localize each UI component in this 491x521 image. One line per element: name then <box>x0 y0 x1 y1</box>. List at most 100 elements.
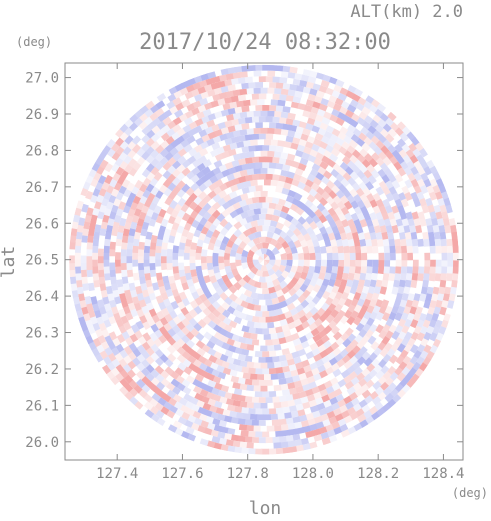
heatmap-cell <box>228 190 238 200</box>
heatmap-cell <box>331 285 340 294</box>
heatmap-cell <box>261 368 270 375</box>
heatmap-cell <box>338 259 345 267</box>
heatmap-cell <box>373 286 382 295</box>
heatmap-cell <box>195 252 202 260</box>
heatmap-cell <box>308 265 316 274</box>
heatmap-cell <box>273 344 282 351</box>
heatmap-cell <box>277 140 286 147</box>
heatmap-cell <box>263 414 271 421</box>
heatmap-cell <box>366 193 375 203</box>
heatmap-cell <box>387 128 398 138</box>
heatmap-cell <box>384 305 393 315</box>
heatmap-cell <box>226 205 236 214</box>
heatmap-cell <box>221 309 231 318</box>
heatmap-cell <box>221 150 231 159</box>
heatmap-cell <box>283 329 292 338</box>
heatmap-cell <box>148 218 157 227</box>
heatmap-cell <box>359 317 369 327</box>
heatmap-cell <box>199 438 209 447</box>
heatmap-cell <box>209 175 219 184</box>
heatmap-cell <box>333 279 342 288</box>
heatmap-cell <box>88 341 97 351</box>
heatmap-cell <box>86 262 93 271</box>
heatmap-cell <box>212 259 219 267</box>
heatmap-cell <box>260 167 268 174</box>
heatmap-cell <box>344 252 351 260</box>
heatmap-cell <box>305 351 315 360</box>
heatmap-cell <box>297 348 307 357</box>
heatmap-cell <box>315 338 325 348</box>
heatmap-cell <box>167 327 177 337</box>
heatmap-cell <box>223 324 233 333</box>
heatmap-cell <box>405 238 413 247</box>
heatmap-cell <box>405 211 414 221</box>
heatmap-cell <box>369 212 378 221</box>
heatmap-cell <box>261 391 270 398</box>
heatmap-cell <box>336 238 344 247</box>
heatmap-cell <box>216 431 226 439</box>
heatmap-cell <box>198 302 207 312</box>
heatmap-cell <box>192 410 202 419</box>
heatmap-cell <box>202 194 212 204</box>
heatmap-cell <box>211 201 221 211</box>
heatmap-cell <box>230 375 240 383</box>
heatmap-cell <box>328 76 339 85</box>
heatmap-cell <box>320 394 330 403</box>
heatmap-cell <box>439 279 447 289</box>
heatmap-cell <box>366 266 373 274</box>
heatmap-cell <box>207 89 217 97</box>
heatmap-cell <box>222 316 232 326</box>
heatmap-cell <box>394 173 404 183</box>
heatmap-cell <box>92 207 100 216</box>
x-tick-label: 127.8 <box>227 466 269 482</box>
heatmap-cell <box>432 286 440 296</box>
heatmap-cell <box>69 269 76 278</box>
heatmap-cell <box>354 266 362 275</box>
heatmap-cell <box>251 214 260 221</box>
heatmap-cell <box>128 282 136 291</box>
heatmap-cell <box>393 211 402 221</box>
heatmap-cell <box>278 378 287 385</box>
heatmap-cell <box>199 79 208 88</box>
heatmap-cell <box>432 325 441 336</box>
heatmap-cell <box>195 287 205 297</box>
heatmap-cell <box>92 272 99 281</box>
heatmap-cell <box>136 217 145 227</box>
x-tick-label: 128.4 <box>422 466 464 482</box>
heatmap-cell <box>196 162 207 172</box>
heatmap-cell <box>189 262 196 271</box>
heatmap-cell <box>223 252 231 260</box>
heatmap-cell <box>435 259 442 268</box>
heatmap-cell <box>226 113 235 122</box>
heatmap-cell <box>389 252 396 261</box>
heatmap-cell <box>418 313 427 322</box>
heatmap-cell <box>274 128 282 135</box>
heatmap-cell <box>99 227 107 237</box>
heatmap-cell <box>181 80 191 89</box>
heatmap-cell <box>274 111 282 118</box>
heatmap-cell <box>357 232 366 241</box>
heatmap-cell <box>266 362 275 369</box>
heatmap-cell <box>429 300 437 309</box>
heatmap-cell <box>305 123 315 131</box>
heatmap-cell <box>334 219 343 229</box>
heatmap-cell <box>265 196 273 203</box>
heatmap-cell <box>297 162 307 171</box>
heatmap-cell <box>162 235 170 244</box>
heatmap-cell <box>100 289 108 298</box>
heatmap-cell <box>102 214 110 223</box>
heatmap-cell <box>242 236 252 245</box>
heatmap-cell <box>144 238 152 247</box>
heatmap-cell <box>275 163 284 170</box>
heatmap-cell <box>159 316 169 326</box>
heatmap-cell <box>308 188 318 198</box>
heatmap-cell <box>185 407 195 417</box>
heatmap-cell <box>164 366 174 376</box>
heatmap-cell <box>237 353 246 362</box>
heatmap-cell <box>215 286 224 296</box>
heatmap-cell <box>315 278 324 287</box>
heatmap-cell <box>446 238 453 247</box>
heatmap-cell <box>329 114 339 123</box>
heatmap-cell <box>317 146 327 156</box>
heatmap-cell <box>417 166 426 176</box>
